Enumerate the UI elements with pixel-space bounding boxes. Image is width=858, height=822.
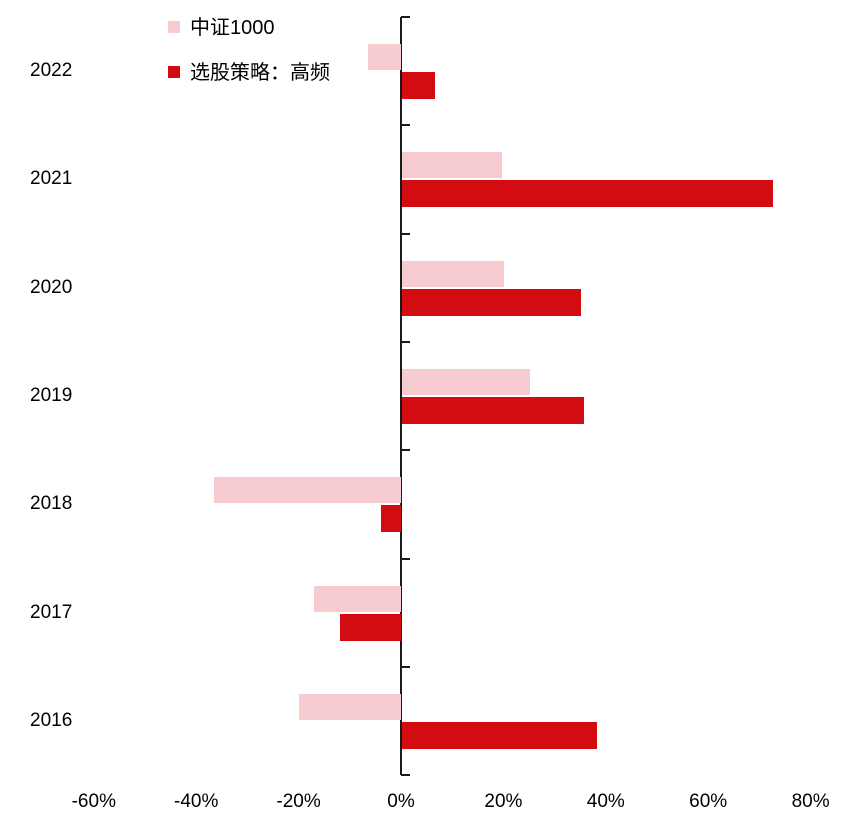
bar-benchmark <box>367 44 401 70</box>
legend-swatch-icon <box>168 66 180 78</box>
x-axis-label: -60% <box>71 791 116 812</box>
bar-benchmark <box>214 477 401 504</box>
axis-tick <box>401 340 410 343</box>
year-label: 2022 <box>30 60 73 82</box>
x-axis-label: -20% <box>276 791 321 812</box>
year-label: 2016 <box>30 709 73 731</box>
y-axis-line <box>400 17 402 776</box>
bar-benchmark <box>402 368 530 395</box>
bar-strategy <box>402 72 436 99</box>
legend-item: 中证1000 <box>168 17 368 39</box>
year-label: 2020 <box>30 276 73 298</box>
bar-benchmark <box>402 152 502 179</box>
axis-tick <box>401 665 410 668</box>
bar-benchmark <box>402 260 505 287</box>
x-axis-label: 20% <box>484 791 523 812</box>
bar-benchmark <box>313 585 401 612</box>
year-label: 2017 <box>30 601 73 623</box>
legend-swatch-icon <box>168 21 180 33</box>
axis-tick <box>401 232 410 235</box>
legend-label: 中证1000 <box>190 17 275 39</box>
year-label: 2019 <box>30 385 73 407</box>
bar-strategy <box>402 288 582 316</box>
x-axis-label: 60% <box>689 791 728 812</box>
axis-tick <box>401 557 410 560</box>
legend-label: 选股策略：高频 <box>190 62 330 84</box>
x-axis-label: 40% <box>586 791 625 812</box>
year-label: 2021 <box>30 168 73 190</box>
year-label: 2018 <box>30 493 73 515</box>
bar-strategy <box>339 613 401 641</box>
axis-tick <box>401 16 410 18</box>
axis-tick <box>401 774 410 777</box>
bar-strategy <box>402 180 774 208</box>
x-axis-label: -40% <box>174 791 219 812</box>
x-axis-label: 0% <box>387 791 415 812</box>
bar-benchmark <box>298 693 401 720</box>
bar-strategy <box>380 505 401 533</box>
axis-tick <box>401 124 410 127</box>
bar-strategy <box>402 396 584 424</box>
axis-tick <box>401 449 410 452</box>
x-axis-label: 80% <box>791 791 830 812</box>
bar-strategy <box>402 721 597 749</box>
legend-item: 选股策略：高频 <box>168 62 368 84</box>
